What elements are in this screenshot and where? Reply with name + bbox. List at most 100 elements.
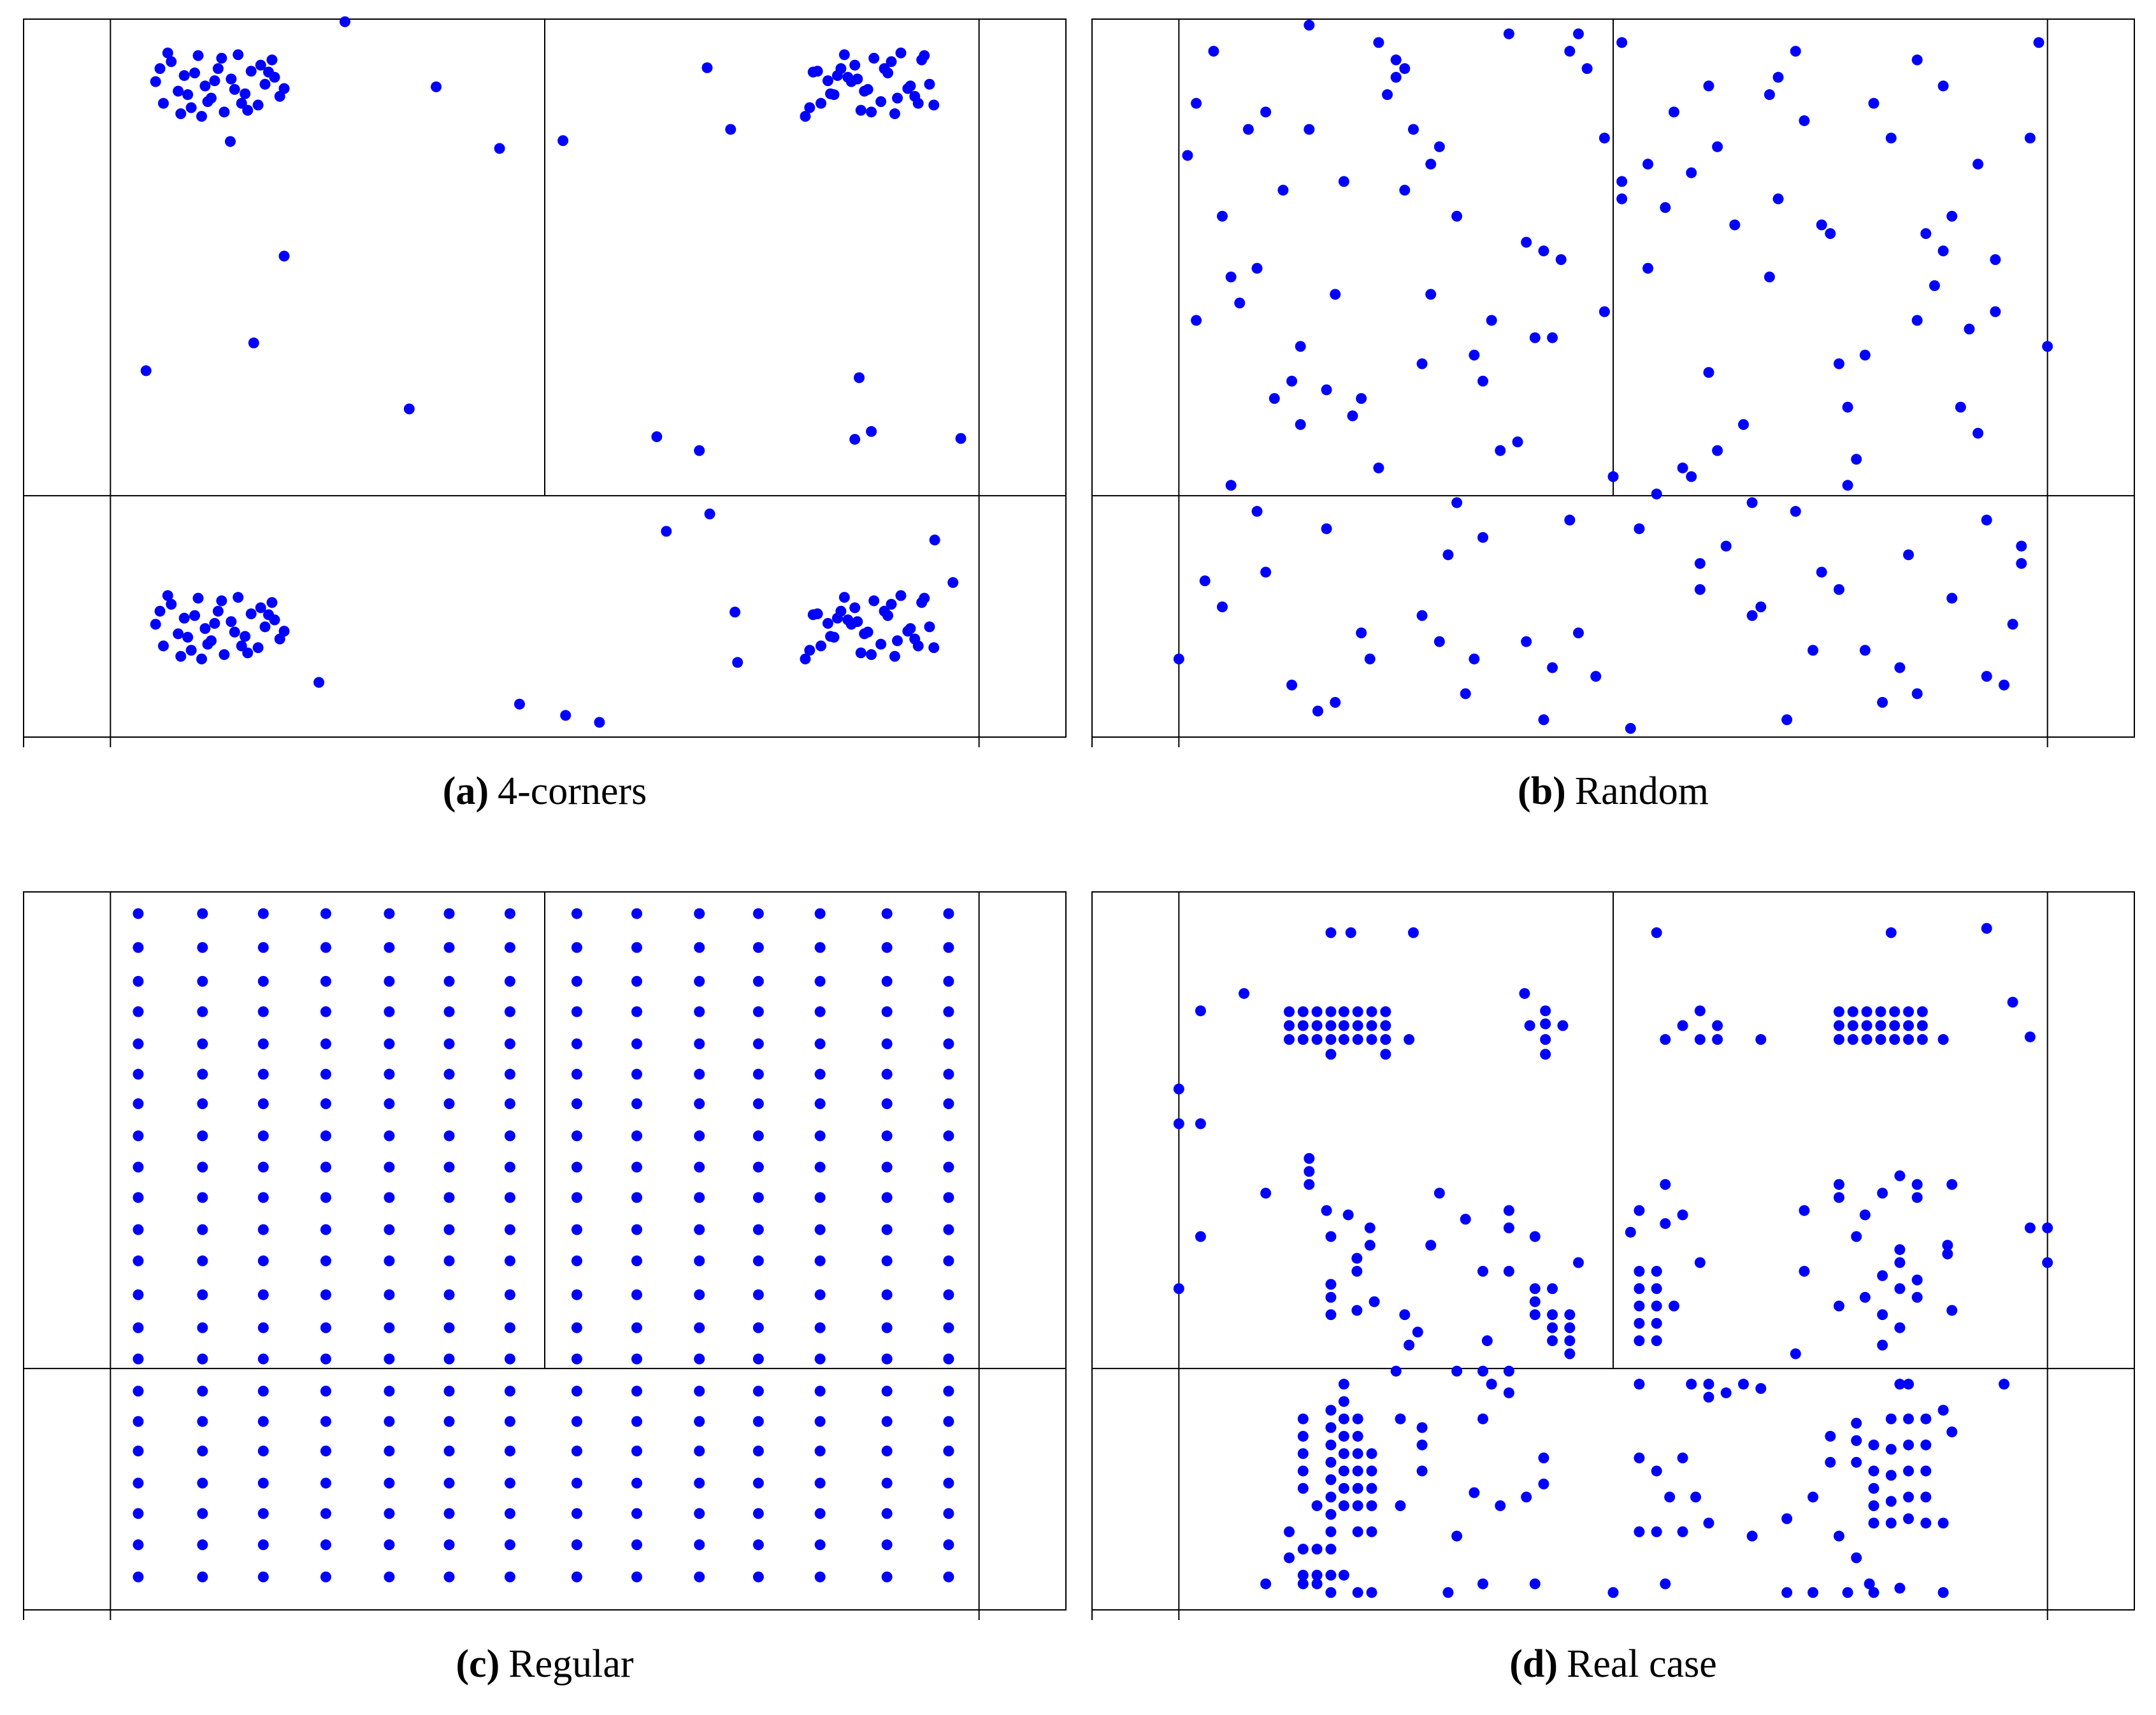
- point: [1911, 1179, 1923, 1190]
- point: [1955, 401, 1966, 413]
- point: [881, 1386, 893, 1397]
- point: [1325, 1491, 1337, 1503]
- point: [886, 56, 897, 68]
- point: [804, 645, 816, 656]
- point: [1338, 1006, 1349, 1017]
- point: [1911, 1291, 1923, 1303]
- point: [1599, 133, 1610, 144]
- point: [881, 975, 893, 987]
- point: [1311, 1500, 1323, 1511]
- point: [197, 1098, 208, 1110]
- point: [631, 1322, 643, 1333]
- point: [1833, 1006, 1844, 1017]
- point: [259, 78, 271, 90]
- point: [1283, 1552, 1295, 1563]
- point: [1311, 1034, 1323, 1045]
- point: [278, 250, 290, 262]
- point: [661, 526, 672, 537]
- point: [849, 602, 861, 614]
- point: [1847, 1020, 1858, 1031]
- point: [1451, 210, 1463, 222]
- point: [1416, 1465, 1428, 1477]
- point: [1304, 1152, 1315, 1164]
- point: [1859, 1291, 1871, 1303]
- point: [694, 1446, 705, 1457]
- point: [133, 1192, 144, 1203]
- point: [1564, 1348, 1576, 1360]
- point: [1651, 1465, 1662, 1477]
- point: [943, 1006, 954, 1017]
- point: [631, 1130, 643, 1142]
- point: [1720, 540, 1732, 552]
- point: [1503, 1266, 1514, 1277]
- point: [504, 1224, 515, 1235]
- point: [384, 1289, 395, 1300]
- point: [384, 1539, 395, 1551]
- point: [752, 1571, 764, 1582]
- point: [257, 1386, 269, 1397]
- point: [1434, 141, 1445, 152]
- caption: (c) Regular: [456, 1642, 633, 1686]
- point: [1937, 1587, 1949, 1598]
- point: [189, 67, 201, 78]
- point: [825, 88, 837, 99]
- point: [197, 1416, 208, 1427]
- point: [1764, 89, 1775, 101]
- point: [1338, 1465, 1349, 1477]
- point: [831, 612, 843, 624]
- caption-text: 4-corners: [498, 770, 647, 813]
- point: [320, 1289, 331, 1300]
- point: [631, 1224, 643, 1235]
- point: [814, 1038, 826, 1049]
- point: [1325, 1422, 1337, 1433]
- point: [1651, 1283, 1662, 1295]
- point: [631, 1255, 643, 1267]
- point: [1325, 1291, 1337, 1303]
- point: [2042, 1257, 2053, 1268]
- point: [1399, 184, 1411, 196]
- point: [943, 1508, 954, 1519]
- point: [943, 1477, 954, 1489]
- point: [1755, 1382, 1767, 1394]
- point: [928, 99, 940, 111]
- point: [320, 1508, 331, 1519]
- point: [752, 942, 764, 953]
- point: [257, 1416, 269, 1427]
- point: [1495, 445, 1506, 456]
- point: [631, 942, 643, 953]
- point: [1607, 1587, 1619, 1598]
- point: [1868, 1587, 1879, 1598]
- point: [571, 1130, 582, 1142]
- point: [257, 1539, 269, 1551]
- point: [881, 1322, 893, 1333]
- point: [855, 647, 866, 659]
- point: [814, 1289, 826, 1300]
- point: [816, 97, 827, 109]
- point: [443, 1038, 455, 1049]
- point: [1677, 1526, 1688, 1537]
- point: [814, 908, 826, 919]
- point: [1460, 1214, 1471, 1225]
- point: [257, 1161, 269, 1173]
- caption-text: Random: [1575, 770, 1709, 813]
- point: [2024, 133, 2036, 144]
- point: [886, 598, 897, 610]
- point: [133, 1322, 144, 1333]
- point: [320, 1416, 331, 1427]
- point: [1894, 1379, 1906, 1390]
- point: [504, 1006, 515, 1017]
- point: [1477, 1266, 1488, 1277]
- point: [1885, 1470, 1897, 1481]
- point: [216, 52, 227, 64]
- point: [752, 1508, 764, 1519]
- point: [443, 975, 455, 987]
- point: [443, 1477, 455, 1489]
- point: [1338, 1430, 1349, 1442]
- point: [571, 942, 582, 953]
- point: [752, 1130, 764, 1142]
- point: [694, 1224, 705, 1235]
- point: [1946, 1305, 1958, 1316]
- point: [1847, 1006, 1858, 1017]
- point: [236, 97, 247, 109]
- point: [504, 1539, 515, 1551]
